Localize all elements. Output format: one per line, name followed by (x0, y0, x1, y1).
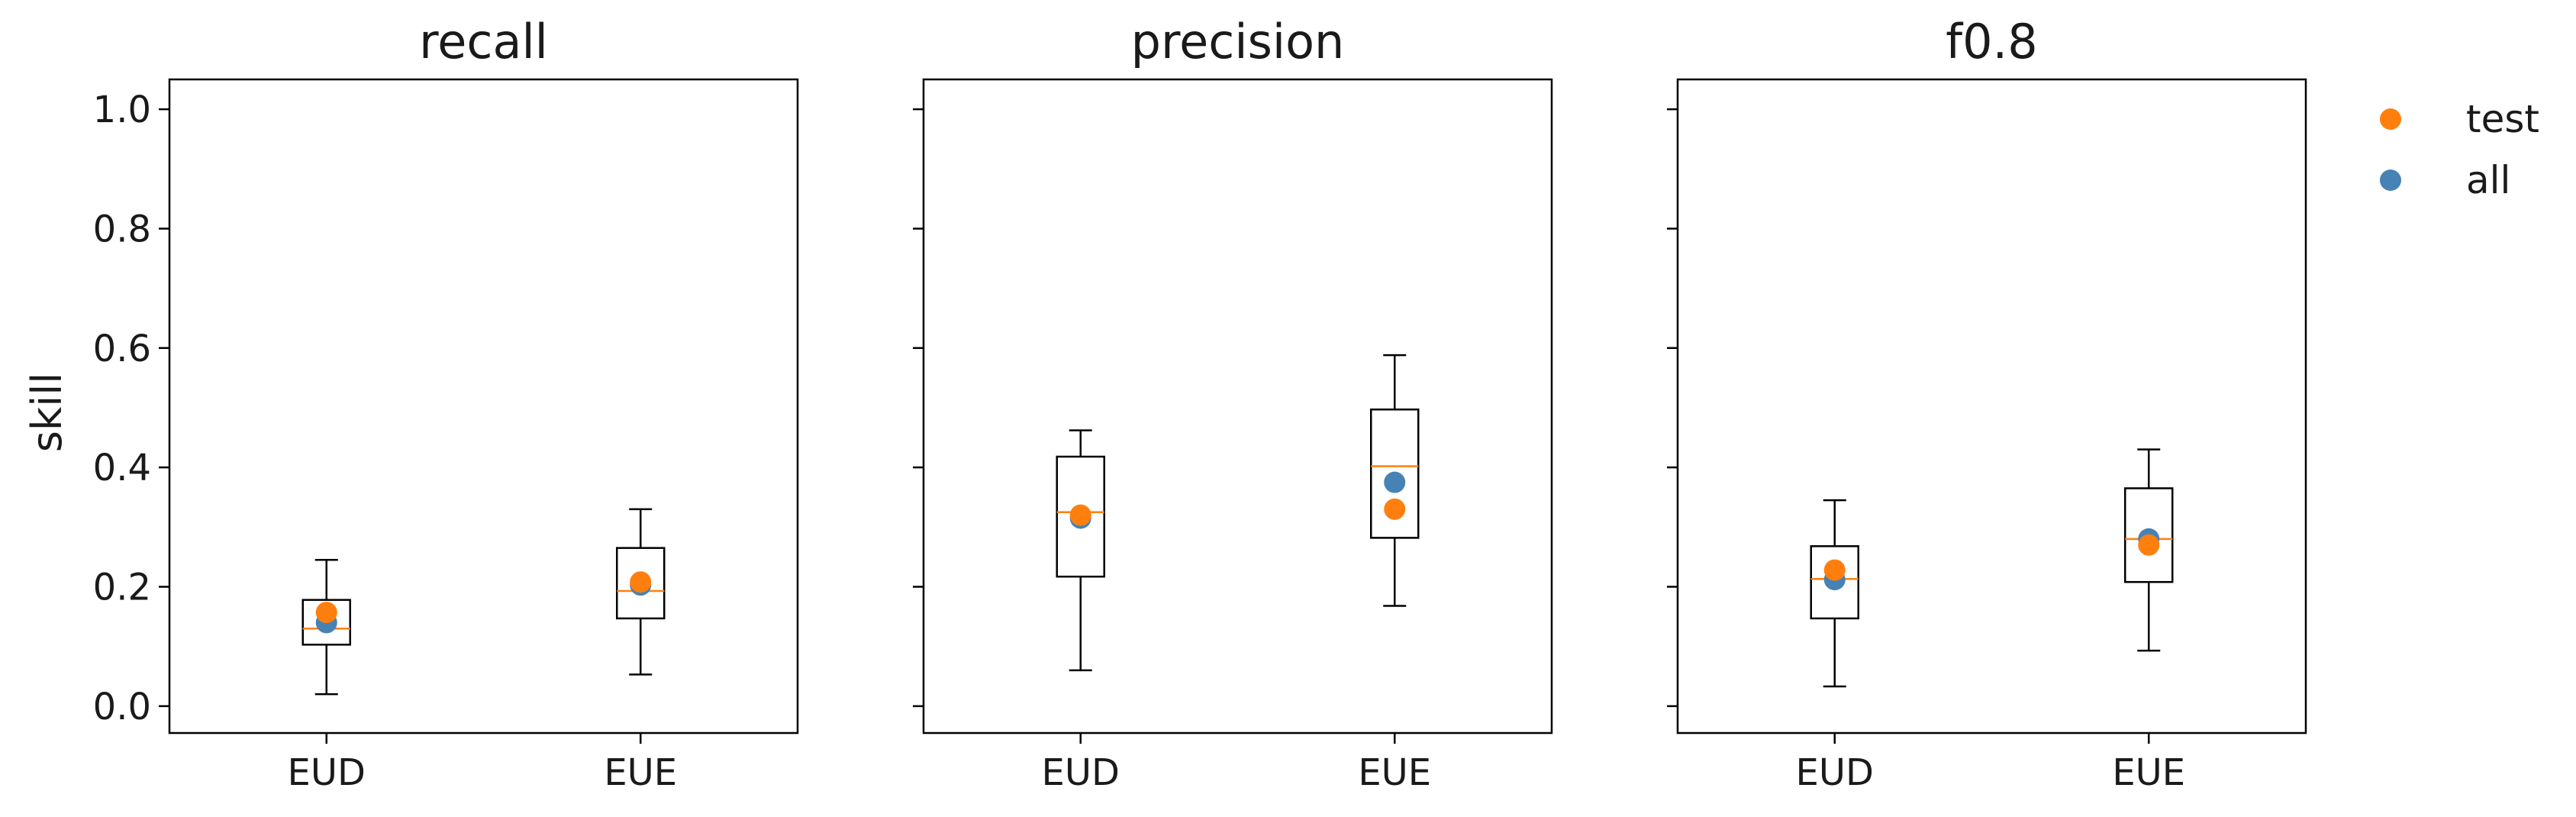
box-EUE (1370, 354, 1420, 607)
y-tick-label: 0.8 (93, 208, 151, 250)
plot-frame (922, 78, 1553, 735)
point-test (1384, 498, 1406, 520)
legend-marker (2380, 108, 2401, 130)
box-EUE (2124, 448, 2174, 652)
point-test (1823, 559, 1846, 581)
legend-marker (2380, 170, 2401, 191)
point-test (630, 571, 652, 593)
legend-item-all: all (2380, 158, 2510, 202)
x-tick-label: EUE (2112, 751, 2185, 794)
y-tick-label: 0.2 (93, 566, 151, 609)
panel-title: recall (419, 14, 548, 69)
panel-title: precision (1131, 14, 1345, 69)
point-test (315, 602, 337, 624)
point-all (1384, 471, 1406, 493)
iqr-box (1056, 455, 1105, 578)
plot-frame (168, 78, 799, 735)
box-EUE (616, 508, 666, 676)
y-axis-label: skill (23, 373, 71, 452)
legend-label: test (2466, 97, 2539, 141)
y-tick-label: 0.0 (93, 686, 151, 728)
plot-frame (1676, 78, 2307, 735)
legend: test all (2380, 97, 2539, 202)
iqr-box (301, 599, 351, 646)
iqr-box (616, 547, 666, 620)
panel-title: f0.8 (1946, 14, 2037, 69)
legend-label: all (2466, 158, 2510, 202)
legend-item-test: test (2380, 97, 2539, 141)
point-test (1069, 504, 1091, 526)
point-test (2138, 534, 2160, 556)
x-tick-label: EUE (1358, 751, 1431, 794)
y-tick-label: 0.4 (93, 447, 151, 489)
x-tick-label: EUD (1042, 751, 1120, 794)
iqr-box (1370, 408, 1420, 539)
iqr-box (1810, 545, 1859, 620)
box-EUD (1056, 429, 1105, 672)
panel-f0.8: f0.8 EUD EUE (1667, 14, 2307, 794)
panels: recall 0.0 0.2 0.4 0.6 0.8 1.0 EUD EUE precision E… (93, 14, 2307, 794)
box-EUD (301, 559, 351, 696)
panel-precision: precision EUD EUE (913, 14, 1553, 794)
y-tick-label: 0.6 (93, 328, 151, 370)
box-EUD (1810, 499, 1859, 688)
x-tick-label: EUE (604, 751, 677, 794)
x-tick-label: EUD (1796, 751, 1874, 794)
x-tick-label: EUD (288, 751, 366, 794)
iqr-box (2124, 487, 2174, 583)
panel-recall: recall 0.0 0.2 0.4 0.6 0.8 1.0 EUD EUE (93, 14, 799, 794)
y-tick-label: 1.0 (93, 89, 151, 131)
